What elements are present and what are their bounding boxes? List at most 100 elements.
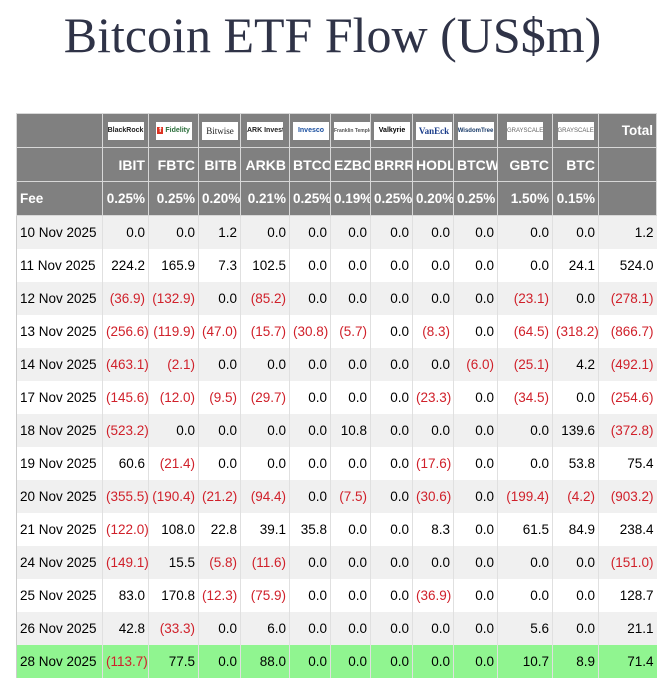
flow-cell-btcw: 0.0 [453, 414, 498, 447]
total-cell: 128.7 [598, 579, 657, 612]
flow-cell-arkb: 6.0 [240, 612, 290, 645]
issuer-logo-row: BlackRock f Fidelity Bitwise ARK Invest Inves… [16, 113, 657, 148]
flow-cell-btc: 139.6 [552, 414, 599, 447]
total-cell: (254.6) [598, 381, 657, 414]
flow-cell-ezbc: 0.0 [330, 282, 371, 315]
fee-value: 1.50% [497, 181, 553, 216]
flow-cell-gbtc: 0.0 [497, 249, 553, 282]
flow-cell-bitb: 0.0 [198, 348, 241, 381]
flow-cell-arkb: 0.0 [240, 447, 290, 480]
total-cell: (903.2) [598, 480, 657, 513]
flow-cell-ibit: (256.6) [102, 315, 149, 348]
flow-cell-bitb: 22.8 [198, 513, 241, 546]
flow-cell-bitb: 1.2 [198, 215, 241, 249]
flow-cell-ibit: 224.2 [102, 249, 149, 282]
issuer-logo-bitwise: Bitwise [202, 121, 238, 140]
date-cell: 11 Nov 2025 [16, 249, 103, 282]
issuer-logo-wisdomtree: WisdomTree [457, 121, 494, 140]
flow-cell-btcw: 0.0 [453, 579, 498, 612]
flow-cell-arkb: (94.4) [240, 480, 290, 513]
flow-cell-fbtc: 170.8 [148, 579, 199, 612]
flow-cell-gbtc: 61.5 [497, 513, 553, 546]
flow-cell-btcw: 0.0 [453, 546, 498, 579]
flow-cell-hodl: 0.0 [412, 249, 454, 282]
issuer-logo-cell: WisdomTree [453, 113, 498, 148]
flow-cell-brrr: 0.0 [370, 612, 413, 645]
flow-cell-fbtc: (132.9) [148, 282, 199, 315]
flow-cell-btco: 0.0 [289, 414, 331, 447]
flow-cell-ezbc: 0.0 [330, 249, 371, 282]
flow-cell-hodl: (8.3) [412, 315, 454, 348]
flow-cell-btcw: 0.0 [453, 645, 498, 678]
flow-cell-btcw: 0.0 [453, 513, 498, 546]
issuer-logo-grayscale: GRAYSCALE [557, 121, 594, 140]
flow-cell-hodl: 0.0 [412, 282, 454, 315]
flow-cell-btco: (30.8) [289, 315, 331, 348]
issuer-logo-grayscale: GRAYSCALE [507, 121, 543, 140]
flow-cell-ezbc: 0.0 [330, 348, 371, 381]
issuer-logo-invesco: Invesco [293, 121, 329, 140]
flow-cell-hodl: (30.6) [412, 480, 454, 513]
flow-cell-btc: 0.0 [552, 215, 599, 249]
flow-cell-btc: 84.9 [552, 513, 599, 546]
flow-cell-btco: 0.0 [289, 480, 331, 513]
flow-cell-fbtc: 108.0 [148, 513, 199, 546]
date-cell: 12 Nov 2025 [16, 282, 103, 315]
flow-cell-ezbc: (5.7) [330, 315, 371, 348]
flow-cell-ezbc: 0.0 [330, 215, 371, 249]
flow-cell-ezbc: 0.0 [330, 381, 371, 414]
issuer-logo-blackrock: BlackRock [107, 121, 144, 140]
table-row: 28 Nov 2025 (113.7) 77.5 0.0 88.0 0.0 0.0 0.0 0.… [16, 645, 657, 678]
total-cell: 524.0 [598, 249, 657, 282]
fee-value: 0.25% [453, 181, 498, 216]
empty-header-cell [598, 147, 657, 182]
ticker-header: BITB [198, 147, 241, 182]
fee-value: 0.20% [412, 181, 454, 216]
flow-cell-btc: 0.0 [552, 282, 599, 315]
total-cell: (866.7) [598, 315, 657, 348]
fee-value: 0.15% [552, 181, 599, 216]
total-cell: 238.4 [598, 513, 657, 546]
flow-cell-gbtc: 10.7 [497, 645, 553, 678]
flow-cell-gbtc: 5.6 [497, 612, 553, 645]
empty-header-cell [16, 147, 103, 182]
flow-cell-arkb: (15.7) [240, 315, 290, 348]
flow-cell-btcw: 0.0 [453, 480, 498, 513]
table-row: 12 Nov 2025 (36.9) (132.9) 0.0 (85.2) 0.0 0.0 0… [16, 282, 657, 315]
total-cell: 75.4 [598, 447, 657, 480]
total-cell: 1.2 [598, 215, 657, 249]
issuer-logo-cell: Bitwise [198, 113, 241, 148]
issuer-logo-cell: VanEck [412, 113, 454, 148]
date-cell: 17 Nov 2025 [16, 381, 103, 414]
issuer-logo-cell: GRAYSCALE [497, 113, 553, 148]
flow-cell-hodl: 0.0 [412, 612, 454, 645]
empty-header-cell [16, 113, 103, 148]
issuer-logo-cell: BlackRock [102, 113, 149, 148]
flow-cell-bitb: 7.3 [198, 249, 241, 282]
flow-cell-ibit: 60.6 [102, 447, 149, 480]
flow-cell-btc: 0.0 [552, 579, 599, 612]
flow-cell-btc: 24.1 [552, 249, 599, 282]
flow-cell-brrr: 0.0 [370, 348, 413, 381]
flow-cell-btc: (318.2) [552, 315, 599, 348]
flow-cell-ibit: (463.1) [102, 348, 149, 381]
ticker-header: BTCO [289, 147, 331, 182]
flow-cell-arkb: 102.5 [240, 249, 290, 282]
issuer-logo-cell: ARK Invest [240, 113, 290, 148]
flow-cell-hodl: 8.3 [412, 513, 454, 546]
flow-cell-gbtc: 0.0 [497, 215, 553, 249]
fee-value: 0.21% [240, 181, 290, 216]
flow-cell-bitb: (12.3) [198, 579, 241, 612]
flow-cell-ibit: (355.5) [102, 480, 149, 513]
table-row: 20 Nov 2025 (355.5) (190.4) (21.2) (94.4) 0.0… [16, 480, 657, 513]
ticker-header: BTC [552, 147, 599, 182]
flow-cell-gbtc: (199.4) [497, 480, 553, 513]
flow-cell-bitb: (21.2) [198, 480, 241, 513]
fee-value: 0.19% [330, 181, 371, 216]
total-cell: (372.8) [598, 414, 657, 447]
table-row: 18 Nov 2025 (523.2) 0.0 0.0 0.0 0.0 10.8 0.0 0.0… [16, 414, 657, 447]
flow-cell-arkb: 88.0 [240, 645, 290, 678]
flow-cell-fbtc: (33.3) [148, 612, 199, 645]
fee-row: Fee 0.25% 0.25% 0.20% 0.21% 0.25% 0.19% 0.25% 0… [16, 181, 657, 216]
flow-cell-fbtc: (21.4) [148, 447, 199, 480]
